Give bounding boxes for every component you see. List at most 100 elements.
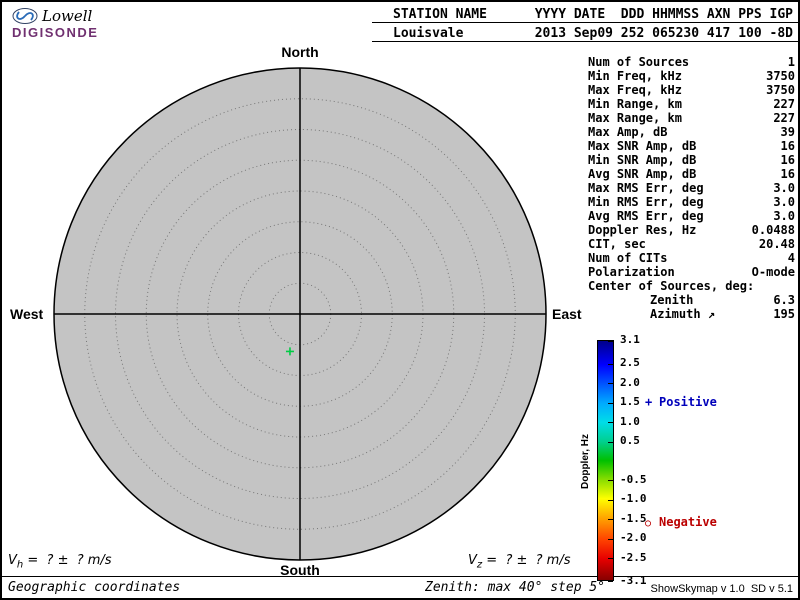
param-label: Azimuth ↗ — [650, 307, 716, 321]
param-row: Min SNR Amp, dB 16 — [588, 153, 795, 167]
coordinates-system-label: Geographic coordinates — [8, 580, 181, 595]
colorbar-tick — [608, 538, 613, 540]
legend-negative: ○ Negative — [645, 515, 717, 529]
param-row: Max SNR Amp, dB 16 — [588, 139, 795, 153]
param-label: Avg RMS Err, deg — [588, 209, 704, 223]
param-row: Num of CITs 4 — [588, 251, 795, 265]
version-label: ShowSkymap v 1.0 SD v 5.1 — [650, 583, 793, 595]
param-value: 3.0 — [773, 209, 795, 223]
negative-marker-icon: ○ — [645, 518, 652, 529]
param-label: Max Range, km — [588, 111, 682, 125]
vh-symbol: V — [8, 553, 17, 568]
param-row: Avg RMS Err, deg 3.0 — [588, 209, 795, 223]
colorbar-tick — [608, 402, 613, 404]
legend-positive: + Positive — [645, 395, 717, 409]
legend-negative-label: Negative — [659, 515, 717, 529]
param-value: 16 — [780, 139, 795, 153]
logo-brand-row: Lowell — [12, 7, 127, 25]
colorbar-tick — [608, 422, 613, 424]
vz-symbol: V — [468, 553, 477, 568]
colorbar-tick-label: 0.5 — [620, 434, 640, 448]
colorbar-tick-label: 3.1 — [620, 333, 640, 346]
colorbar-axis-label: Doppler, Hz — [580, 433, 591, 489]
param-value: 39 — [780, 125, 795, 139]
param-row: Max Amp, dB 39 — [588, 125, 795, 139]
param-label: Center of Sources, deg: — [588, 279, 755, 293]
param-label: Min Freq, kHz — [588, 69, 682, 83]
param-value: O-mode — [751, 265, 795, 279]
colorbar-tick-label: 2.5 — [620, 356, 640, 370]
axis-lines — [54, 68, 546, 560]
colorbar-tick — [608, 581, 613, 582]
param-label: Num of CITs — [588, 251, 668, 265]
param-label: Num of Sources — [588, 55, 690, 69]
param-value: 1 — [787, 55, 795, 69]
param-row: Min Freq, kHz 3750 — [588, 69, 795, 83]
param-label: Avg SNR Amp, dB — [588, 167, 697, 181]
param-row: Center of Sources, deg: — [588, 279, 795, 293]
header-fields-value: 2013 Sep09 252 065230 417 100 -8D — [534, 26, 793, 41]
colorbar-tick-label: 1.5 — [620, 395, 640, 409]
source-markers — [285, 347, 294, 356]
compass-west-label: West — [10, 306, 44, 322]
param-value: 227 — [773, 97, 795, 111]
source-marker — [285, 347, 294, 356]
param-row: Max Range, km 227 — [588, 111, 795, 125]
footer-divider — [2, 576, 798, 577]
param-label: Max SNR Amp, dB — [588, 139, 697, 153]
vz-readout: Vz = ? ± ? m/s — [468, 553, 570, 571]
param-value: 16 — [780, 167, 795, 181]
vh-subscript: h — [16, 559, 24, 571]
colorbar-tick-label: -0.5 — [620, 472, 647, 486]
compass-south-label: South — [280, 562, 320, 578]
param-label: Polarization — [588, 265, 675, 279]
param-value: 3750 — [766, 69, 795, 83]
header-divider-bottom — [372, 41, 798, 42]
vh-value-text: = ? ± ? m/s — [23, 553, 112, 568]
vz-value-text: = ? ± ? m/s — [482, 553, 571, 568]
digisonde-logo: Lowell DIGISONDE — [12, 7, 127, 40]
colorbar-tick-label: 2.0 — [620, 375, 640, 389]
colorbar-tick — [608, 341, 613, 342]
param-row: Doppler Res, Hz 0.0488 — [588, 223, 795, 237]
positive-marker-icon: + — [645, 395, 653, 409]
colorbar-tick-label: -3.1 — [620, 574, 647, 587]
colorbar-tick-label: -1.5 — [620, 511, 647, 525]
param-row: Min RMS Err, deg 3.0 — [588, 195, 795, 209]
colorbar-tick — [608, 499, 613, 501]
param-row: Avg SNR Amp, dB 16 — [588, 167, 795, 181]
param-value: 16 — [780, 153, 795, 167]
param-row: Max Freq, kHz 3750 — [588, 83, 795, 97]
param-label: CIT, sec — [588, 237, 646, 251]
param-value: 0.0488 — [751, 223, 795, 237]
param-row: Max RMS Err, deg 3.0 — [588, 181, 795, 195]
param-label: Min SNR Amp, dB — [588, 153, 697, 167]
header-divider-top — [372, 22, 798, 23]
param-label: Zenith — [650, 293, 694, 307]
colorbar-tick — [608, 519, 613, 521]
param-label: Max Amp, dB — [588, 125, 668, 139]
colorbar-tick-labels: 3.1 2.5 2.0 1.5 1.0 0.5 -0.5 -1.0 -1.5 -2.0 -2.5 -3… — [620, 333, 662, 587]
station-name-heading: STATION NAME — [393, 7, 487, 22]
param-label: Max Freq, kHz — [588, 83, 682, 97]
compass-east-label: East — [552, 306, 582, 322]
logo-brand: Lowell — [42, 7, 93, 25]
header-fields-heading: YYYY DATE DDD HHMMSS AXN PPS IGP — [534, 7, 793, 22]
param-row: Min Range, km 227 — [588, 97, 795, 111]
vh-readout: Vh = ? ± ? m/s — [8, 553, 112, 571]
param-value: 3750 — [766, 83, 795, 97]
param-value: 3.0 — [773, 181, 795, 195]
colorbar-tick — [608, 480, 613, 482]
param-row: CIT, sec 20.48 — [588, 237, 795, 251]
vz-subscript: z — [476, 559, 483, 571]
param-label: Min Range, km — [588, 97, 682, 111]
param-value: 4 — [787, 251, 795, 265]
lowell-swirl-icon — [12, 8, 38, 24]
param-value: 227 — [773, 111, 795, 125]
station-name-value: Louisvale — [393, 26, 464, 41]
zenith-range-label: Zenith: max 40° step 5° — [425, 580, 606, 595]
param-row: Azimuth ↗ 195 — [588, 307, 795, 321]
colorbar-tick — [608, 558, 613, 560]
param-value: 20.48 — [758, 237, 795, 251]
